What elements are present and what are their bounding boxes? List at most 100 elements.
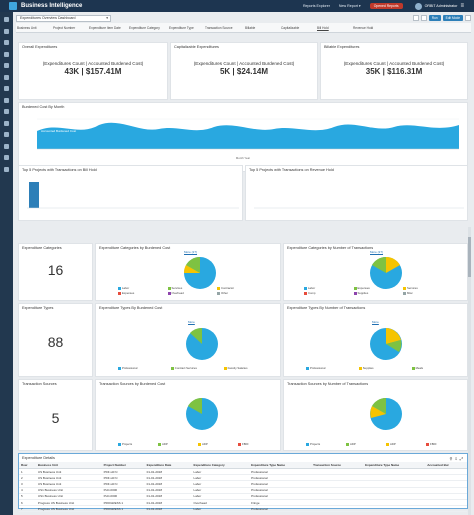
menu-reports-explorer[interactable]: Reports Explorer: [302, 4, 330, 8]
more-link[interactable]: More (27): [184, 250, 198, 254]
left-rail: [0, 12, 13, 515]
column-header[interactable]: Accounted Bur: [425, 462, 467, 469]
more-link[interactable]: More: [188, 320, 195, 324]
dashboard-select-value: Expenditures Overview Dashboard: [20, 15, 76, 20]
kpi-title: Overall Expenditures: [22, 45, 58, 49]
menu-new-report[interactable]: New Report ▾: [338, 4, 361, 8]
pie-slice[interactable]: [183, 265, 200, 273]
filter-billable[interactable]: Billable: [245, 25, 256, 30]
filter-item-date[interactable]: Expenditure Item Date: [89, 25, 121, 30]
filter-business-unit[interactable]: Business Unit: [17, 25, 37, 30]
column-header[interactable]: Expenditure Category: [191, 462, 250, 469]
page-scrollbar[interactable]: [468, 227, 471, 515]
table-row[interactable]: 3 US Business Unit PDF-H0 N 01-01-2018 Labor…: [19, 480, 467, 488]
pie-slice[interactable]: [186, 256, 200, 273]
pie-slice[interactable]: [188, 397, 202, 414]
table-row[interactable]: 6 Progress US Business Unit PROGRESS 1 01-0…: [19, 499, 467, 507]
settings-icon[interactable]: [4, 109, 9, 114]
revenue-hold-bars: [254, 207, 464, 209]
categories-txn-pie: [370, 256, 402, 289]
pie-slice[interactable]: [386, 340, 402, 352]
filter-project-number[interactable]: Project Number: [53, 25, 76, 30]
help-icon[interactable]: [4, 166, 9, 172]
categories-by-cost-card: Expenditure Categories by Burdened Cost …: [95, 243, 281, 301]
database-icon[interactable]: [4, 143, 9, 149]
column-header[interactable]: Expenditure Date: [144, 462, 192, 469]
opened-reports-button[interactable]: Opened Reports: [369, 3, 403, 9]
bill-hold-panel: Top 5 Projects with Transactions on Bill…: [18, 165, 243, 221]
pie-slice[interactable]: [370, 406, 386, 418]
area-chart-svg: Accounted Burdened Cost Month Year: [37, 118, 459, 160]
user-name: ORBIT Administrator: [424, 4, 458, 8]
bar[interactable]: [29, 182, 39, 208]
card-title: Transaction Sources: [22, 382, 57, 386]
table-icon[interactable]: [4, 132, 9, 137]
avatar: [414, 2, 422, 10]
types-cost-pie: [186, 327, 218, 360]
kpi-billable: Billable Expenditures (Expenditures Coun…: [320, 42, 468, 100]
table-header-row: Row Business Unit Project Number Expendi…: [19, 462, 467, 469]
list-icon[interactable]: [4, 74, 9, 80]
edit-mode-button[interactable]: Edit Mode: [442, 15, 463, 21]
table-row[interactable]: 7 Progress US Business Unit PROGRESS 1 01-0…: [19, 505, 467, 513]
filter-revenue-hold[interactable]: Revenue Hold: [353, 25, 374, 30]
card-title: Expenditure Types: [22, 306, 54, 310]
dashboard-select[interactable]: Expenditures Overview Dashboard ▾: [16, 14, 111, 22]
column-header[interactable]: Expenditure Type Name: [249, 462, 312, 469]
share-icon[interactable]: [4, 155, 9, 160]
column-header[interactable]: Expenditure Type Name: [363, 462, 426, 469]
more-icon[interactable]: [465, 15, 471, 21]
bill-hold-bars: [27, 182, 239, 209]
filter-category[interactable]: Expenditure Category: [129, 25, 160, 30]
grid-icon[interactable]: [4, 40, 9, 45]
pie-slice[interactable]: [190, 327, 202, 344]
clock-icon[interactable]: [4, 28, 9, 34]
sources-cost-pie: [186, 397, 218, 430]
burdened-cost-by-month-chart: Burdened Cost By Month Accounted Burdene…: [18, 102, 468, 172]
filter-icon[interactable]: [420, 15, 427, 21]
sources-txn-pie: [370, 397, 402, 430]
home-icon[interactable]: [4, 17, 9, 22]
pie-slice[interactable]: [386, 256, 400, 273]
dashboard-toolbar: Expenditures Overview Dashboard ▾ Run Ed…: [16, 13, 471, 23]
bell-icon[interactable]: [4, 97, 9, 103]
filter-transaction-source[interactable]: Transaction Source: [205, 25, 233, 30]
filter-type[interactable]: Expenditure Type: [169, 25, 194, 30]
column-header[interactable]: Project Number: [101, 462, 145, 469]
scrollbar-thumb[interactable]: [468, 237, 471, 277]
chart-icon[interactable]: [4, 63, 9, 68]
table-row[interactable]: 1 US Business Unit PDF-H0 N 01-01-2018 Labor…: [19, 468, 467, 476]
card-title: Expenditure Types By Number of Transacti…: [287, 306, 366, 310]
folder-icon[interactable]: [4, 51, 9, 57]
pie-slice[interactable]: [386, 328, 401, 344]
run-button[interactable]: Run: [428, 15, 441, 21]
refresh-icon[interactable]: [412, 15, 419, 21]
pie-slice[interactable]: [372, 397, 386, 414]
column-header[interactable]: Transaction Source: [311, 462, 364, 469]
filter-bill-hold[interactable]: Bill Hold: [317, 25, 329, 30]
details-table: Row Business Unit Project Number Expendi…: [19, 462, 467, 513]
user-menu[interactable]: ORBIT Administrator ≡: [414, 2, 464, 10]
more-link[interactable]: More (27): [370, 250, 384, 254]
legend: Labor Services Contractor Expenses Overh…: [118, 286, 268, 296]
more-link[interactable]: More: [372, 320, 379, 324]
export-icon[interactable]: ⇩: [454, 456, 458, 461]
types-by-txn-card: Expenditure Types By Number of Transacti…: [283, 303, 468, 377]
expand-icon[interactable]: ⤢: [459, 456, 463, 461]
filter-icon[interactable]: [4, 120, 9, 126]
column-header[interactable]: Row: [19, 462, 36, 469]
kpi-capitalizable: Capitalizable Expenditures (Expenditures…: [170, 42, 318, 100]
table-row[interactable]: 5 US1 Business Unit PLD-0000 01-01-2018 Labo…: [19, 493, 467, 500]
user-icon[interactable]: [4, 86, 9, 91]
filter-icon[interactable]: ⚲: [449, 456, 453, 461]
table-row[interactable]: 2 US Business Unit PDF-H0 N 01-01-2018 Labor…: [19, 474, 467, 482]
hamburger-icon[interactable]: ≡: [460, 3, 464, 9]
column-header[interactable]: Business Unit: [35, 462, 102, 469]
series-label: Accounted Burdened Cost: [41, 129, 76, 133]
filter-capitalizable[interactable]: Capitalizable: [281, 25, 300, 30]
legend: Professional Contract Services Faculty S…: [118, 366, 278, 371]
categories-cost-pie: [183, 256, 216, 289]
pie-slice[interactable]: [372, 256, 386, 273]
table-row[interactable]: 4 US1 Business Unit PLD-0000 01-01-2018 Labo…: [19, 487, 467, 494]
area-series[interactable]: [37, 122, 459, 149]
